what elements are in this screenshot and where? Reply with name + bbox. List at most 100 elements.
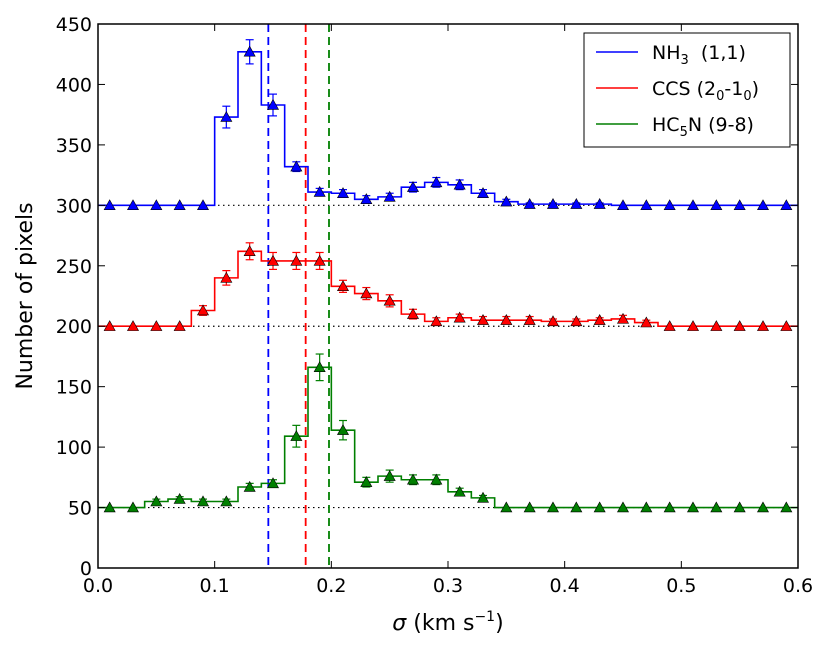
data-point-2-2 (150, 495, 163, 507)
x-tick-label-1: 0.1 (200, 575, 230, 597)
data-point-1-1 (126, 320, 140, 331)
x-tick-label-6: 0.6 (783, 575, 813, 597)
data-point-1-7 (266, 254, 280, 266)
data-point-1-15 (453, 311, 466, 323)
data-point-2-27 (733, 501, 746, 513)
x-axis-label-unit: (km s (406, 611, 474, 636)
data-point-2-16 (476, 491, 490, 503)
data-point-1-28 (756, 320, 770, 331)
x-tick-label-3: 0.3 (433, 575, 463, 597)
y-tick-label-9: 450 (56, 14, 92, 36)
data-point-0-24 (663, 199, 676, 211)
data-point-0-0 (103, 199, 116, 211)
x-tick-label-2: 0.2 (316, 575, 346, 597)
legend-label-nh3: NH3 (1,1) (652, 42, 746, 68)
data-point-0-26 (710, 199, 723, 211)
y-axis-label: Number of pixels (13, 202, 38, 389)
data-point-2-11 (360, 476, 373, 487)
data-point-0-10 (336, 187, 350, 198)
data-point-1-11 (360, 287, 373, 299)
data-point-1-29 (780, 320, 793, 331)
data-point-2-19 (546, 501, 560, 513)
data-point-2-3 (173, 492, 186, 504)
data-point-1-14 (430, 315, 443, 327)
x-tick-label-0: 0.0 (83, 575, 113, 597)
series-step-2 (98, 366, 798, 509)
data-point-2-18 (523, 501, 536, 513)
data-point-2-28 (756, 501, 770, 513)
x-axis-label-symbol: σ (392, 611, 407, 636)
data-point-1-0 (103, 320, 116, 331)
data-point-0-1 (126, 199, 140, 211)
data-point-2-1 (126, 501, 140, 513)
data-point-2-29 (780, 501, 793, 513)
data-point-0-27 (733, 199, 746, 211)
data-point-2-21 (593, 501, 606, 513)
data-point-1-3 (173, 320, 186, 331)
data-point-1-25 (686, 320, 700, 331)
data-point-2-26 (710, 501, 723, 513)
y-tick-label-5: 250 (56, 256, 92, 278)
data-point-1-18 (523, 314, 536, 325)
tick-marks (97, 23, 799, 569)
data-point-0-13 (406, 181, 420, 192)
data-point-2-15 (453, 485, 466, 497)
data-point-2-24 (663, 501, 676, 513)
legend-label-ccs: CCS (20-10) (652, 78, 759, 104)
data-point-0-22 (616, 199, 630, 211)
data-point-0-15 (453, 178, 466, 190)
x-axis-label-close: ) (495, 611, 504, 636)
data-point-0-9 (313, 185, 326, 197)
data-point-0-5 (220, 110, 233, 122)
data-point-0-23 (640, 199, 653, 211)
data-point-1-20 (570, 315, 583, 327)
data-point-1-4 (196, 304, 210, 316)
data-point-0-18 (523, 198, 536, 209)
data-point-1-6 (243, 245, 256, 256)
data-point-0-16 (476, 187, 490, 198)
data-point-2-17 (500, 501, 513, 513)
data-point-1-12 (383, 294, 396, 306)
data-point-0-19 (546, 198, 560, 209)
data-point-1-23 (640, 316, 653, 328)
x-axis-label: σ (km s−1) (392, 609, 503, 636)
data-point-0-28 (756, 199, 770, 211)
data-point-1-2 (150, 320, 163, 331)
series-step-1 (98, 250, 798, 328)
data-point-2-12 (383, 470, 396, 481)
data-point-0-8 (290, 160, 303, 172)
data-point-0-2 (150, 199, 163, 211)
data-point-2-10 (336, 424, 350, 435)
data-point-1-10 (336, 280, 350, 292)
data-point-1-5 (220, 271, 233, 283)
data-point-1-26 (710, 320, 723, 331)
data-point-2-13 (406, 473, 420, 485)
data-point-0-7 (266, 98, 280, 110)
data-point-2-5 (220, 495, 233, 507)
data-point-2-8 (290, 430, 303, 441)
y-tick-label-7: 350 (56, 135, 92, 157)
data-point-2-9 (313, 361, 326, 373)
data-point-0-14 (430, 176, 443, 188)
x-axis-label-exponent: −1 (474, 609, 495, 625)
y-tick-label-3: 150 (56, 377, 92, 399)
y-tick-labels: 0 50 100 150 200 250 300 350 400 450 (56, 14, 92, 580)
data-point-0-11 (360, 193, 373, 204)
data-point-1-8 (290, 254, 303, 266)
legend-label-hc5n: HC5N (9-8) (652, 114, 754, 140)
data-point-2-6 (243, 480, 256, 492)
y-tick-label-4: 200 (56, 316, 92, 338)
data-point-0-6 (243, 45, 256, 57)
plot-area (98, 24, 798, 568)
data-point-1-21 (593, 314, 606, 325)
data-point-0-3 (173, 199, 186, 211)
data-point-0-29 (780, 199, 793, 211)
x-tick-label-5: 0.5 (666, 575, 696, 597)
data-point-0-4 (196, 199, 210, 211)
data-point-2-14 (430, 473, 443, 485)
legend: NH3 (1,1) CCS (20-10) HC5N (9-8) (583, 32, 791, 148)
data-point-1-16 (476, 314, 490, 325)
data-point-1-22 (616, 312, 630, 324)
data-point-2-25 (686, 501, 700, 513)
